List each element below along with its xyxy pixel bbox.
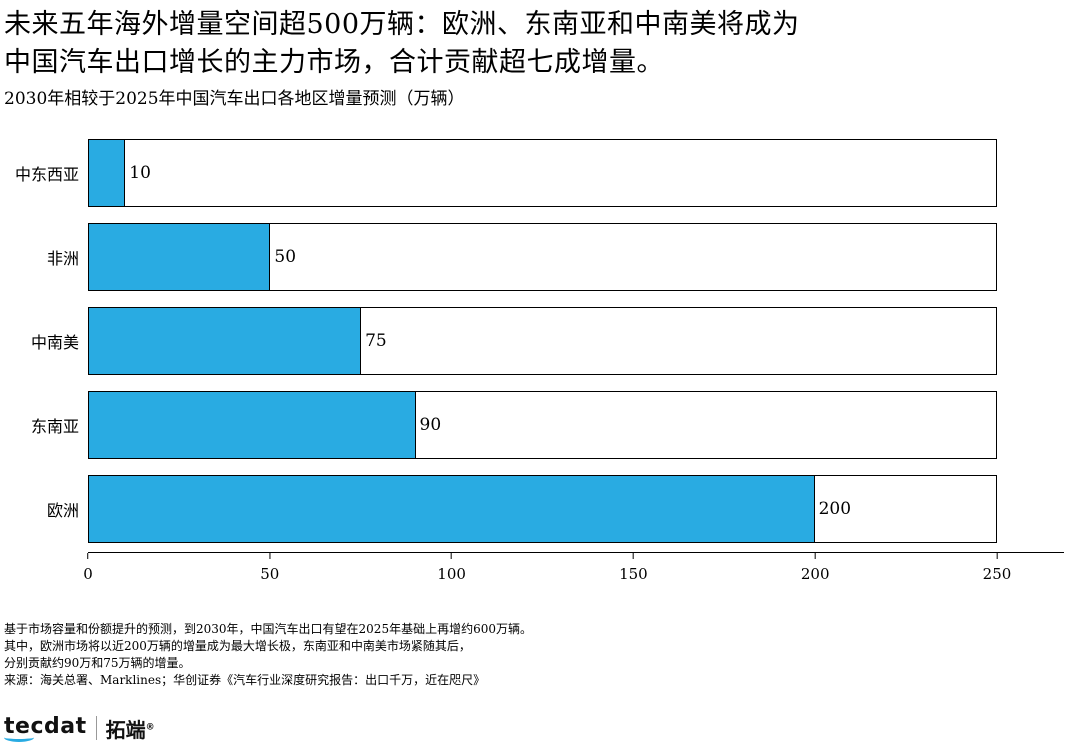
x-axis-tick: 200 [801, 553, 830, 583]
category-label: 欧洲 [46, 501, 79, 520]
tick-mark [269, 553, 271, 559]
tecdat-cn-text: 拓端 [105, 718, 146, 742]
bar-value-label: 50 [274, 247, 297, 267]
registered-mark: ® [145, 722, 155, 733]
logo-divider [95, 715, 97, 740]
bar-rows: 中东西亚 10 非洲 50 中南美 75 东南亚 90 欧洲 200 [0, 131, 1080, 552]
tecdat-cn-wordmark: 拓端® [106, 714, 155, 743]
x-axis-tick: 0 [83, 553, 93, 583]
bar-fill [89, 476, 815, 542]
category-label: 中东西亚 [14, 165, 79, 184]
bar-value-label: 10 [129, 163, 151, 183]
tick-mark [87, 553, 89, 559]
tick-mark [996, 553, 998, 559]
bar-fill [89, 224, 271, 290]
x-axis-tick: 150 [619, 553, 648, 583]
source-line: 来源：海关总署、Marklines；华创证券《汽车行业深度研究报告：出口千万，近… [4, 673, 486, 687]
tick-label: 0 [83, 565, 93, 583]
bar-row: 东南亚 90 [0, 391, 1080, 459]
bar-value-label: 90 [419, 415, 442, 435]
bar-fill [89, 140, 126, 206]
category-label: 中南美 [30, 333, 79, 352]
tick-mark [632, 553, 634, 559]
tecdat-logo: tecdat 拓端® [4, 714, 155, 743]
bar-track: 200 [88, 475, 997, 543]
category-label: 东南亚 [30, 417, 79, 436]
footnotes: 基于市场容量和份额提升的预测，到2030年，中国汽车出口有望在2025年基础上再… [4, 621, 904, 689]
tecdat-swoosh-icon [4, 733, 34, 742]
x-axis: 0 50 100 150 200 250 [83, 552, 1064, 587]
bar-row: 非洲 50 [0, 223, 1080, 291]
bar-track: 90 [88, 391, 997, 459]
title-line-1: 未来五年海外增量空间超500万辆：欧洲、东南亚和中南美将成为 [4, 9, 800, 40]
category-label: 非洲 [46, 249, 79, 268]
bar-fill [89, 308, 362, 374]
tick-label: 50 [260, 565, 280, 583]
tick-label: 200 [800, 565, 830, 583]
tick-mark [451, 553, 453, 559]
x-axis-tick: 50 [260, 553, 279, 583]
footnote-line: 基于市场容量和份额提升的预测，到2030年，中国汽车出口有望在2025年基础上再… [4, 622, 532, 636]
x-axis-ticks: 0 50 100 150 200 250 [83, 553, 1011, 587]
bar-fill [89, 392, 416, 458]
bar-track: 75 [88, 307, 997, 375]
tick-label: 150 [619, 565, 648, 583]
bar-chart: 中东西亚 10 非洲 50 中南美 75 东南亚 90 欧洲 200 0 50 100 150 200 25… [0, 131, 1080, 586]
chart-subtitle: 2030年相较于2025年中国汽车出口各地区增量预测（万辆） [4, 89, 465, 109]
bar-value-label: 75 [365, 331, 387, 351]
footnote-line: 分别贡献约90万和75万辆的增量。 [4, 656, 191, 670]
bar-row: 中南美 75 [0, 307, 1080, 375]
bar-row: 欧洲 200 [0, 475, 1080, 543]
bar-track: 50 [88, 223, 997, 291]
bar-value-label: 200 [818, 499, 852, 519]
title-line-2: 中国汽车出口增长的主力市场，合计贡献超七成增量。 [4, 47, 664, 78]
bar-row: 中东西亚 10 [0, 139, 1080, 207]
tick-label: 250 [982, 565, 1012, 583]
tecdat-wordmark: tecdat [4, 714, 87, 743]
title-block: 未来五年海外增量空间超500万辆：欧洲、东南亚和中南美将成为 中国汽车出口增长的… [4, 6, 1064, 111]
x-axis-tick: 100 [437, 553, 466, 583]
tick-mark [814, 553, 816, 559]
x-axis-tick: 250 [982, 553, 1012, 583]
bar-track: 10 [88, 139, 997, 207]
tick-label: 100 [437, 565, 466, 583]
footnote-line: 其中，欧洲市场将以近200万辆的增量成为最大增长极，东南亚和中南美市场紧随其后， [4, 639, 471, 653]
